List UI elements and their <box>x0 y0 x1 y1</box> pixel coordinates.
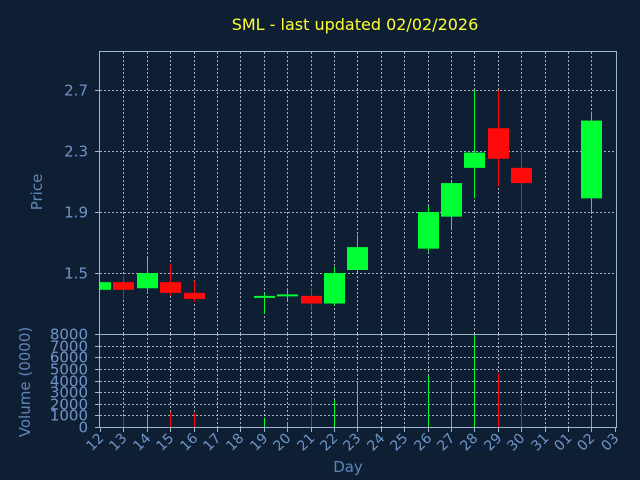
candle-body <box>441 183 462 217</box>
price-tick-label: 1.9 <box>64 204 88 222</box>
day-tick-label: 24 <box>364 430 388 454</box>
price-tick-label: 2.7 <box>64 82 88 100</box>
price-tick-label: 1.5 <box>64 265 88 283</box>
candle-body <box>301 295 322 304</box>
day-tick-label: 21 <box>294 431 318 455</box>
volume-tick-label: 6000 <box>50 349 88 367</box>
candle-26 <box>418 205 439 252</box>
day-axis-ticks: 12 13 14 15 16 17 18 19 20 21 22 23 24 25 26 27 28 29 30 31… <box>83 427 622 454</box>
day-tick-label: 13 <box>106 431 130 455</box>
candle-body <box>511 167 532 184</box>
candle-body <box>113 282 134 290</box>
candle-27 <box>441 181 462 231</box>
candle-28 <box>464 90 485 199</box>
volume-tick-label: 0 <box>78 419 88 437</box>
candle-14 <box>137 257 158 292</box>
candle-body <box>100 282 111 290</box>
day-tick-label: 15 <box>153 431 177 455</box>
candle-16 <box>184 280 205 302</box>
day-tick-label: 16 <box>177 430 201 454</box>
candle-30 <box>511 151 532 213</box>
day-tick-label: 01 <box>551 431 575 455</box>
volume-tick-label: 7000 <box>50 338 88 356</box>
candle-body <box>254 295 275 298</box>
day-tick-label: 19 <box>247 431 271 455</box>
day-tick-label: 30 <box>504 431 528 455</box>
candle-29 <box>488 90 509 187</box>
candle-body <box>488 128 509 159</box>
day-tick-label: 18 <box>223 431 247 455</box>
candle-body <box>347 247 368 270</box>
volume-tick-label: 5000 <box>50 361 88 379</box>
candle-body <box>581 120 602 199</box>
day-tick-label: 23 <box>340 431 364 455</box>
day-tick-label: 14 <box>130 430 154 454</box>
candle-body <box>418 212 439 249</box>
candles <box>100 90 602 315</box>
candle-body <box>184 292 205 299</box>
day-tick-label: 31 <box>528 431 552 455</box>
day-tick-label: 27 <box>434 431 458 455</box>
volume-bars <box>123 335 592 427</box>
day-tick-label: 03 <box>598 431 622 455</box>
day-tick-label: 25 <box>387 431 411 455</box>
volume-axis-label: Volume (0000) <box>16 327 34 437</box>
day-tick-label: 29 <box>481 431 505 455</box>
volume-tick-label: 2000 <box>50 396 88 414</box>
price-tick-label: 2.3 <box>64 143 88 161</box>
candle-22 <box>324 266 345 306</box>
day-tick-label: 17 <box>200 431 224 455</box>
day-tick-label: 20 <box>270 431 294 455</box>
candle-body <box>160 282 181 293</box>
candle-body <box>277 294 298 297</box>
candle-02 <box>581 111 602 213</box>
candle-13 <box>113 276 134 299</box>
price-axis-ticks: 1.5 1.9 2.3 2.7 <box>64 82 100 283</box>
candle-12 <box>100 282 111 290</box>
candle-body <box>324 273 345 304</box>
price-axis-label: Price <box>28 174 46 211</box>
candle-15 <box>160 263 181 296</box>
candle-21 <box>301 288 322 312</box>
day-tick-label: 28 <box>457 431 481 455</box>
day-tick-label: 02 <box>574 431 598 455</box>
day-tick-label: 22 <box>317 431 341 455</box>
volume-tick-label: 1000 <box>50 407 88 425</box>
chart-title: SML - last updated 02/02/2026 <box>232 15 479 34</box>
day-tick-label: 26 <box>411 430 435 454</box>
candle-23 <box>347 234 368 274</box>
volume-tick-label: 8000 <box>50 326 88 344</box>
day-axis-label: Day <box>333 458 363 476</box>
candle-body <box>137 273 158 289</box>
volume-tick-label: 4000 <box>50 373 88 391</box>
volume-tick-label: 3000 <box>50 384 88 402</box>
candle-body <box>464 152 485 168</box>
candle-20 <box>277 288 298 301</box>
candle-19 <box>254 292 275 315</box>
